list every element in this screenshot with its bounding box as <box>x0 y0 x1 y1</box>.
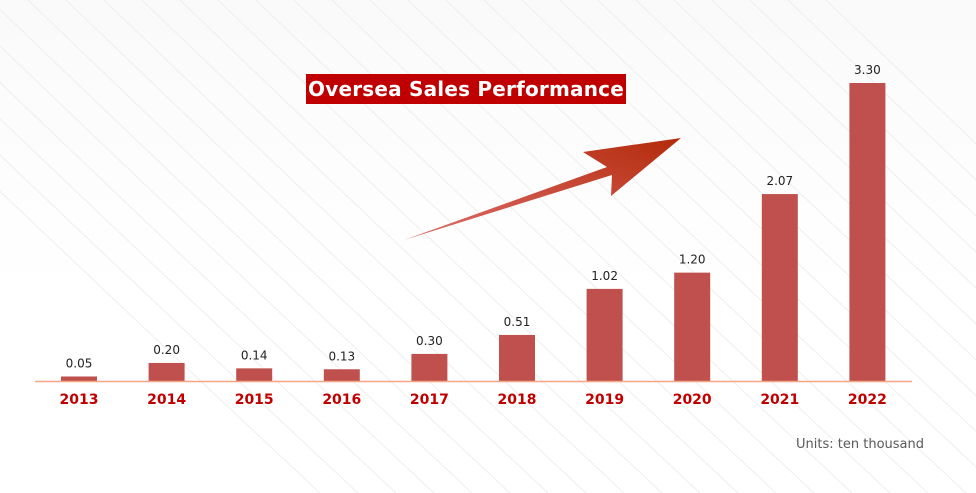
bar-2020 <box>674 272 711 381</box>
arrow-icon <box>404 138 681 240</box>
chart-title: Oversea Sales Performance <box>308 77 624 101</box>
bar-2013 <box>61 376 97 381</box>
value-label-2021: 2.07 <box>766 174 793 188</box>
value-label-2020: 1.20 <box>679 253 706 267</box>
chart-title-banner: Oversea Sales Performance <box>306 74 626 104</box>
bars-group <box>61 83 886 381</box>
trend-arrow <box>404 138 681 240</box>
value-label-2019: 1.02 <box>591 269 618 283</box>
value-labels-group: 0.05 0.20 0.14 0.13 0.30 0.51 1.02 1.20 2.07 3.30 <box>66 63 881 370</box>
bar-2015 <box>236 368 273 381</box>
category-label-2018: 2018 <box>498 392 537 408</box>
category-label-2013: 2013 <box>60 392 99 408</box>
value-label-2016: 0.13 <box>328 349 355 363</box>
category-label-2014: 2014 <box>147 392 186 408</box>
bar-2021 <box>761 194 798 381</box>
category-label-2020: 2020 <box>673 392 712 408</box>
background-line <box>369 0 891 493</box>
background-line <box>331 0 853 493</box>
background-line <box>27 0 549 493</box>
category-labels-group: 2013 2014 2015 2016 2017 2018 2019 2020 2021 2022 <box>60 392 887 408</box>
value-label-2018: 0.51 <box>504 315 531 329</box>
category-label-2016: 2016 <box>322 392 361 408</box>
bar-2014 <box>148 362 185 381</box>
category-label-2022: 2022 <box>848 392 887 408</box>
background-line <box>825 0 976 145</box>
background-line <box>0 154 359 493</box>
background-line <box>559 0 976 397</box>
background-line <box>0 45 473 493</box>
background-line <box>407 0 929 493</box>
category-label-2019: 2019 <box>585 392 624 408</box>
background-line <box>0 8 511 493</box>
background-line <box>103 0 625 493</box>
bar-2022 <box>849 83 886 381</box>
value-label-2014: 0.20 <box>153 343 180 357</box>
background-line <box>65 0 587 493</box>
units-note: Units: ten thousand <box>796 437 924 452</box>
background-line <box>0 118 397 493</box>
background-line <box>711 0 976 253</box>
bar-2016 <box>323 369 360 381</box>
value-label-2015: 0.14 <box>241 348 268 362</box>
background-line <box>255 0 777 493</box>
background-line <box>0 190 321 493</box>
background-line <box>673 0 976 289</box>
value-label-2013: 0.05 <box>66 356 93 370</box>
background-line <box>787 0 976 181</box>
category-label-2017: 2017 <box>410 392 449 408</box>
background-line <box>483 0 976 468</box>
background-line <box>293 0 815 493</box>
background-line <box>141 0 663 493</box>
bar-2018 <box>499 334 535 381</box>
bar-2017 <box>411 353 448 381</box>
background-line <box>445 0 967 493</box>
category-label-2015: 2015 <box>235 392 274 408</box>
background-line <box>635 0 976 325</box>
background-line <box>217 0 739 493</box>
value-label-2022: 3.30 <box>854 63 881 77</box>
background-line <box>179 0 701 493</box>
value-label-2017: 0.30 <box>416 334 443 348</box>
bar-2019 <box>586 288 623 381</box>
background-line <box>0 81 435 493</box>
category-label-2021: 2021 <box>760 392 799 408</box>
background-line <box>749 0 976 217</box>
